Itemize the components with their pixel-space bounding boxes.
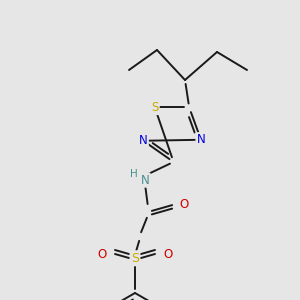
Text: N: N: [139, 134, 148, 147]
Text: N: N: [141, 173, 149, 187]
Text: O: O: [164, 248, 172, 260]
Text: N: N: [196, 133, 206, 146]
Text: S: S: [151, 101, 158, 114]
Text: H: H: [130, 169, 138, 179]
Text: S: S: [131, 251, 139, 265]
Text: O: O: [98, 248, 106, 260]
Text: O: O: [179, 197, 189, 211]
